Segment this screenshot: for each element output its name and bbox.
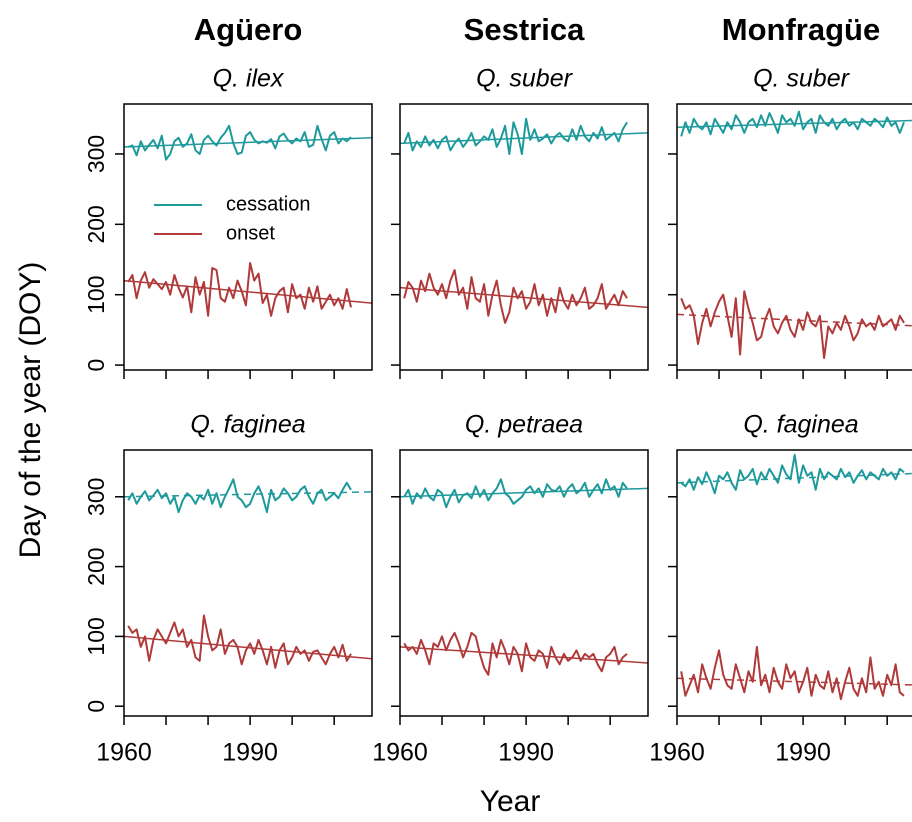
panel-frame: [123, 449, 373, 717]
panel-subtitle: Q. suber: [753, 65, 851, 93]
panel-frame: [399, 449, 649, 717]
x-tick-label: 1990: [222, 739, 278, 767]
panel-frame: [399, 103, 649, 371]
series-line: [403, 117, 628, 155]
x-tick-label: 1960: [96, 739, 152, 767]
x-tick-label: 1990: [498, 739, 554, 767]
panel-frame: [123, 103, 373, 371]
series-line: [127, 124, 352, 161]
series-line: [127, 478, 352, 514]
series-line: [680, 290, 905, 359]
series-line: [680, 453, 905, 495]
series-line: [403, 269, 628, 324]
x-axis-label: Year: [480, 785, 541, 818]
legend-label: onset: [226, 222, 275, 244]
trend-line: [123, 491, 373, 498]
x-tick-label: 1960: [372, 739, 428, 767]
column-title: Agüero: [194, 12, 303, 47]
series-line: [680, 645, 905, 701]
y-tick-label: 100: [83, 276, 109, 314]
column-title: Sestrica: [464, 12, 585, 47]
panel-subtitle: Q. petraea: [465, 411, 583, 439]
y-tick-label: 0: [83, 359, 109, 372]
series-line: [127, 614, 352, 669]
y-tick-label: 200: [83, 547, 109, 585]
trend-line: [123, 137, 373, 148]
series-line: [680, 110, 905, 137]
legend-label: cessation: [226, 193, 311, 215]
y-tick-label: 200: [83, 205, 109, 243]
trend-line: [676, 677, 912, 686]
panel-subtitle: Q. ilex: [213, 65, 285, 93]
panel-frame: [676, 103, 912, 371]
y-tick-label: 0: [83, 700, 109, 713]
series-line: [403, 631, 628, 676]
x-tick-label: 1960: [649, 739, 705, 767]
panel-frame: [676, 449, 912, 717]
panel-subtitle: Q. faginea: [190, 411, 305, 439]
panel-subtitle: Q. suber: [476, 65, 574, 93]
panel-subtitle: Q. faginea: [743, 411, 858, 439]
series-line: [127, 262, 352, 317]
series-line: [403, 478, 628, 509]
trend-line: [676, 313, 912, 327]
y-tick-label: 100: [83, 617, 109, 655]
x-tick-label: 1990: [775, 739, 831, 767]
column-title: Monfragüe: [722, 12, 880, 47]
y-axis-label: Day of the year (DOY): [14, 262, 47, 559]
y-tick-label: 300: [83, 135, 109, 173]
y-tick-label: 300: [83, 478, 109, 516]
